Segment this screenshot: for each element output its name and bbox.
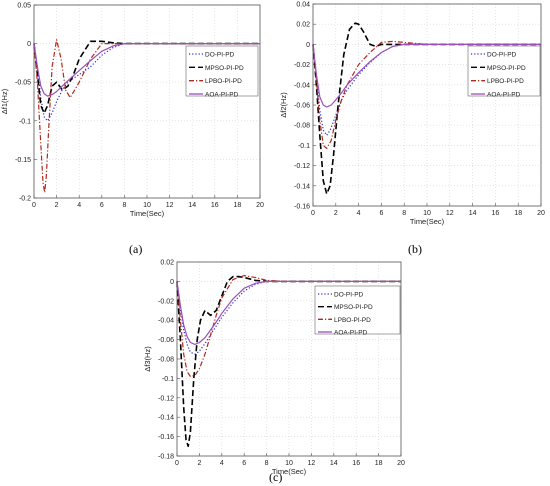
x-tick-label: 12 xyxy=(166,202,174,209)
x-tick-label: 20 xyxy=(537,210,545,217)
y-tick-label: 0.05 xyxy=(17,3,31,10)
y-tick-label: -0.1 xyxy=(162,376,174,383)
caption-b: (b) xyxy=(408,242,422,256)
x-tick-label: 18 xyxy=(514,210,522,217)
y-tick-label: -0.15 xyxy=(15,157,31,164)
x-tick-label: 4 xyxy=(357,210,361,217)
chart-panel: 0 2 4 6 8 10 12 14 16 18 20 0.02 0 -0.02 -0.04 -0.06 -0.… xyxy=(143,260,405,477)
y-tick-label: -0.1 xyxy=(298,143,310,150)
y-tick-label: -0.16 xyxy=(294,204,310,211)
x-tick-label: 6 xyxy=(100,202,104,209)
y-tick-label: -0.04 xyxy=(294,82,310,89)
series-line-aoa-pi-pd xyxy=(312,43,541,108)
y-tick-label: -0.02 xyxy=(294,62,310,69)
y-tick-label: 0.02 xyxy=(296,22,310,29)
x-tick-label: 14 xyxy=(330,460,338,467)
x-tick-label: 12 xyxy=(308,460,316,467)
x-tick-label: 4 xyxy=(77,202,81,209)
series-line-lpbo-pi-pd xyxy=(312,40,541,149)
y-tick-label: -0.2 xyxy=(19,196,31,203)
x-tick-label: 0 xyxy=(32,202,36,209)
y-tick-label: -0.04 xyxy=(158,318,174,325)
series-line-mpso-pi-pd xyxy=(312,22,541,195)
x-tick-label: 16 xyxy=(211,202,219,209)
x-tick-label: 2 xyxy=(334,210,338,217)
y-tick-label: -0.06 xyxy=(294,103,310,110)
x-tick-label: 0 xyxy=(175,460,179,467)
y-tick-label: 0.04 xyxy=(296,2,310,9)
y-axis-label: Δf2(Hz) xyxy=(279,92,288,118)
y-tick-label: -0.16 xyxy=(158,434,174,441)
x-tick-label: 8 xyxy=(265,460,269,467)
legend-label: LPBO-PI-PD xyxy=(334,317,371,324)
x-tick-label: 8 xyxy=(122,202,126,209)
y-tick-label: 0.02 xyxy=(160,260,174,267)
y-tick-label: -0.02 xyxy=(158,298,174,305)
y-tick-label: 0 xyxy=(170,279,174,286)
legend-label: LPBO-PI-PD xyxy=(205,78,242,85)
legend-label: MPSO-PI-PD xyxy=(487,65,526,72)
y-tick-label: 0 xyxy=(27,41,31,48)
y-axis-label: Δf1(Hz) xyxy=(0,88,9,114)
x-axis-label: Time(Sec) xyxy=(130,209,165,218)
x-tick-label: 20 xyxy=(256,202,264,209)
y-tick-label: -0.08 xyxy=(158,357,174,364)
y-tick-label: 0 xyxy=(306,42,310,49)
x-tick-label: 18 xyxy=(234,202,242,209)
x-tick-label: 0 xyxy=(311,210,315,217)
y-tick-label: -0.14 xyxy=(294,183,310,190)
x-tick-label: 18 xyxy=(375,460,383,467)
x-tick-label: 8 xyxy=(402,210,406,217)
x-tick-label: 16 xyxy=(352,460,360,467)
legend-label: LPBO-PI-PD xyxy=(487,78,524,85)
y-axis-label: Δf3(Hz) xyxy=(143,346,152,372)
series-line-aoa-pi-pd xyxy=(33,43,260,97)
x-tick-label: 2 xyxy=(197,460,201,467)
series-line-lpbo-pi-pd xyxy=(33,39,260,194)
x-tick-label: 10 xyxy=(285,460,293,467)
caption-c: (c) xyxy=(269,470,283,484)
series-line-mpso-pi-pd xyxy=(176,275,401,448)
legend-label: MPSO-PI-PD xyxy=(205,65,244,72)
x-tick-label: 16 xyxy=(492,210,500,217)
y-tick-label: -0.06 xyxy=(158,337,174,344)
x-axis-label: Time(Sec) xyxy=(410,217,445,226)
legend-label: DO-PI-PD xyxy=(487,52,517,59)
legend-box xyxy=(314,285,401,335)
chart-panel: 0 2 4 6 8 10 12 14 16 18 20 0.04 0.02 0 -0.02 -0.04 -0.0… xyxy=(279,2,545,227)
x-tick-label: 6 xyxy=(379,210,383,217)
x-axis-label: Time(Sec) xyxy=(272,467,307,476)
x-tick-label: 12 xyxy=(446,210,454,217)
y-tick-label: -0.12 xyxy=(294,163,310,170)
y-tick-label: -0.1 xyxy=(19,118,31,125)
x-tick-label: 14 xyxy=(469,210,477,217)
y-tick-label: -0.12 xyxy=(158,395,174,402)
x-tick-label: 6 xyxy=(242,460,246,467)
y-tick-label: -0.08 xyxy=(294,123,310,130)
x-tick-label: 14 xyxy=(188,202,196,209)
legend-box xyxy=(467,45,541,97)
legend-label: DO-PI-PD xyxy=(205,52,235,59)
caption-a: (a) xyxy=(129,242,143,256)
y-tick-label: -0.14 xyxy=(158,415,174,422)
series-line-mpso-pi-pd xyxy=(33,40,260,114)
x-tick-label: 20 xyxy=(397,460,405,467)
x-tick-label: 2 xyxy=(55,202,59,209)
legend-box xyxy=(185,45,259,97)
x-tick-label: 4 xyxy=(220,460,224,467)
series-line-aoa-pi-pd xyxy=(176,280,401,345)
x-tick-label: 10 xyxy=(143,202,151,209)
x-tick-label: 10 xyxy=(423,210,431,217)
legend-label: AOA-PI-PD xyxy=(334,330,368,337)
legend-label: DO-PI-PD xyxy=(334,292,364,299)
series-line-lpbo-pi-pd xyxy=(176,275,401,378)
chart-panel: 0 2 4 6 8 10 12 14 16 18 20 0.05 0 -0.05 -0.1 -0.15 -0.2… xyxy=(0,3,264,219)
y-tick-label: -0.18 xyxy=(158,454,174,461)
legend-label: AOA-PI-PD xyxy=(487,92,521,99)
legend-label: MPSO-PI-PD xyxy=(334,304,373,311)
y-tick-label: -0.05 xyxy=(15,80,31,87)
legend-label: AOA-PI-PD xyxy=(205,92,239,99)
